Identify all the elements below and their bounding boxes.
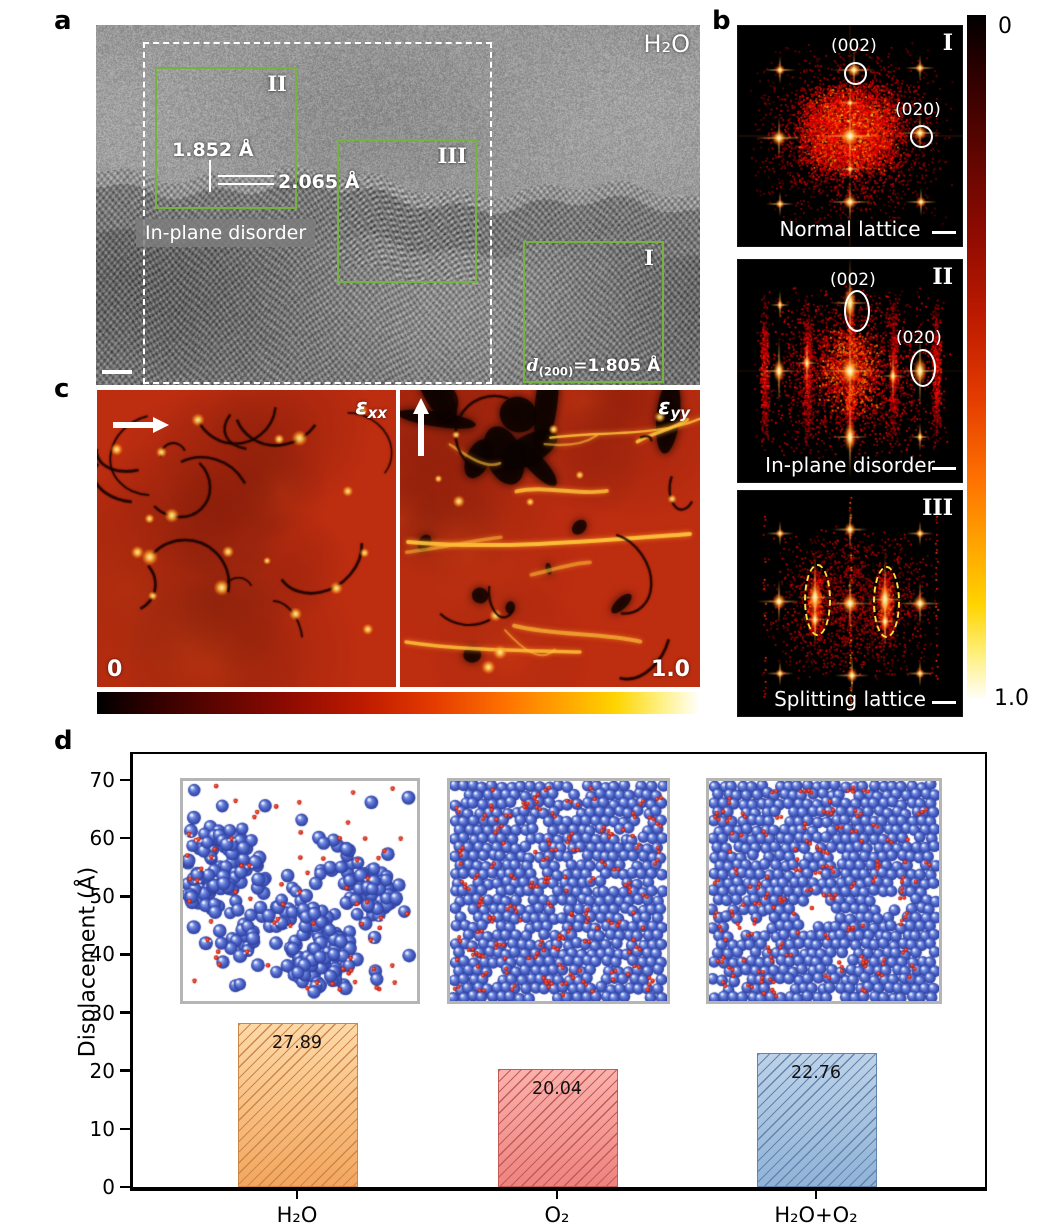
fft3-split-ellipse-left bbox=[804, 564, 831, 636]
strain-max-label: 1.0 bbox=[651, 657, 690, 682]
x-tick-label: O₂ bbox=[544, 1203, 570, 1227]
fft-panel-2: II (002) (020) In-plane disorder bbox=[737, 259, 963, 483]
x-tick-mark bbox=[295, 1191, 299, 1199]
x-tick-mark bbox=[555, 1191, 559, 1199]
fft1-002-circle bbox=[844, 62, 867, 85]
fft-colorbar-max: 1.0 bbox=[994, 686, 1029, 711]
fft3-split-ellipse-right bbox=[873, 566, 900, 638]
strain-colorbar bbox=[97, 692, 700, 714]
fft2-002-ellipse bbox=[844, 290, 870, 332]
bar-value-label: 22.76 bbox=[790, 1062, 842, 1083]
x-tick-mark bbox=[814, 1191, 818, 1199]
strain-min-label: 0 bbox=[107, 657, 123, 682]
y-tick-label: 50 bbox=[89, 884, 115, 909]
spacing-2065-label: 2.065 Å bbox=[278, 171, 360, 193]
y-tick-label: 60 bbox=[89, 826, 115, 851]
bar-value-label: 27.89 bbox=[271, 1032, 323, 1053]
md-snapshot-h2o-o2 bbox=[706, 778, 942, 1004]
eyy-label: εyy bbox=[658, 395, 690, 422]
y-tick-mark bbox=[120, 895, 130, 898]
d-spacing-annotation: d(200)=1.805 Å bbox=[527, 356, 661, 378]
region-iii-label: III bbox=[437, 143, 467, 168]
fft2-region-label: II bbox=[932, 264, 953, 290]
fft1-caption: Normal lattice bbox=[779, 217, 921, 241]
chart-bar bbox=[757, 1052, 877, 1187]
y-tick-label: 30 bbox=[89, 1000, 115, 1025]
fft-panel-1: I (002) (020) Normal lattice bbox=[737, 25, 963, 247]
md-snapshot-o2 bbox=[447, 778, 670, 1004]
fft1-002-label: (002) bbox=[831, 36, 877, 56]
fft2-scale-bar bbox=[932, 466, 956, 470]
y-direction-arrow bbox=[413, 398, 429, 456]
h2o-environment-label: H₂O bbox=[643, 30, 690, 58]
md-snapshot-h2o bbox=[180, 778, 420, 1004]
fft-colorbar-min: 0 bbox=[998, 14, 1012, 39]
scale-bar bbox=[102, 370, 132, 374]
bar-chart-plot: 0 10 20 30 40 50 60 70 27.89 H₂O 20.04 O₂ 22.76 H₂O+O… bbox=[90, 752, 987, 1227]
chart-bar bbox=[498, 1068, 618, 1187]
region-i-label: I bbox=[644, 245, 654, 270]
panel-c-strain-maps: εxx εyy 0 1.0 bbox=[97, 390, 700, 687]
chart-bar bbox=[238, 1022, 358, 1187]
y-tick-label: 40 bbox=[89, 942, 115, 967]
fft1-region-label: I bbox=[942, 30, 953, 56]
panel-d-label: d bbox=[54, 726, 73, 756]
y-tick-mark bbox=[120, 836, 130, 840]
spacing-mark-vertical bbox=[209, 160, 211, 192]
y-tick-label: 70 bbox=[89, 768, 115, 793]
roi-dashed-box bbox=[143, 42, 492, 384]
x-tick-label: H₂O+O₂ bbox=[774, 1203, 858, 1227]
roi-box-ii: II bbox=[155, 67, 297, 209]
d-subscript: (200) bbox=[538, 364, 574, 378]
fft1-020-circle bbox=[910, 125, 933, 148]
panel-b-label: b bbox=[712, 6, 731, 36]
spacing-mark-h1 bbox=[218, 175, 274, 177]
y-tick-mark bbox=[120, 1185, 130, 1189]
strain-map-exx bbox=[97, 390, 396, 687]
y-tick-label: 0 bbox=[102, 1175, 115, 1199]
fft2-caption: In-plane disorder bbox=[765, 453, 935, 477]
fft3-region-label: III bbox=[922, 495, 953, 521]
d-symbol: d bbox=[526, 355, 539, 376]
d-value: =1.805 Å bbox=[573, 355, 661, 376]
y-tick-mark bbox=[120, 1069, 130, 1072]
y-tick-mark bbox=[120, 1011, 130, 1014]
fft-image-splitting bbox=[738, 491, 962, 716]
fft2-020-ellipse bbox=[910, 349, 936, 387]
fft3-scale-bar bbox=[932, 700, 956, 704]
x-tick-label: H₂O bbox=[276, 1203, 318, 1227]
inplane-disorder-label: In-plane disorder bbox=[136, 219, 316, 247]
fft2-002-label: (002) bbox=[830, 270, 876, 290]
y-tick-mark bbox=[120, 953, 130, 956]
spacing-1852-label: 1.852 Å bbox=[172, 139, 254, 161]
md-snapshot-h2o-image bbox=[183, 781, 417, 1001]
panel-a-label: a bbox=[54, 6, 72, 36]
md-snapshot-o2-image bbox=[450, 781, 667, 1001]
y-tick-mark bbox=[120, 778, 130, 782]
y-tick-label: 10 bbox=[89, 1116, 115, 1141]
fft-colorbar bbox=[967, 15, 986, 701]
fft3-caption: Splitting lattice bbox=[774, 687, 926, 711]
y-tick-mark bbox=[120, 1127, 130, 1131]
roi-box-i: I d(200)=1.805 Å bbox=[523, 241, 664, 383]
strain-map-eyy bbox=[400, 390, 700, 687]
panel-c-label: c bbox=[54, 374, 70, 404]
y-tick-label: 20 bbox=[89, 1058, 115, 1083]
fft1-020-label: (020) bbox=[895, 100, 941, 120]
md-snapshot-h2o-o2-image bbox=[709, 781, 939, 1001]
roi-box-iii: III bbox=[337, 139, 477, 283]
tem-image bbox=[96, 25, 700, 385]
panel-a-tem: II III I d(200)=1.805 Å H₂O 1.852 Å 2.06… bbox=[96, 25, 700, 385]
x-direction-arrow bbox=[113, 417, 169, 433]
exx-label: εxx bbox=[355, 395, 387, 422]
bar-value-label: 20.04 bbox=[531, 1078, 583, 1099]
fft2-020-label: (020) bbox=[896, 328, 942, 348]
fft1-scale-bar bbox=[932, 230, 956, 234]
spacing-mark-h2 bbox=[218, 183, 274, 185]
region-ii-label: II bbox=[267, 71, 287, 96]
fft-panel-3: III Splitting lattice bbox=[737, 490, 963, 717]
